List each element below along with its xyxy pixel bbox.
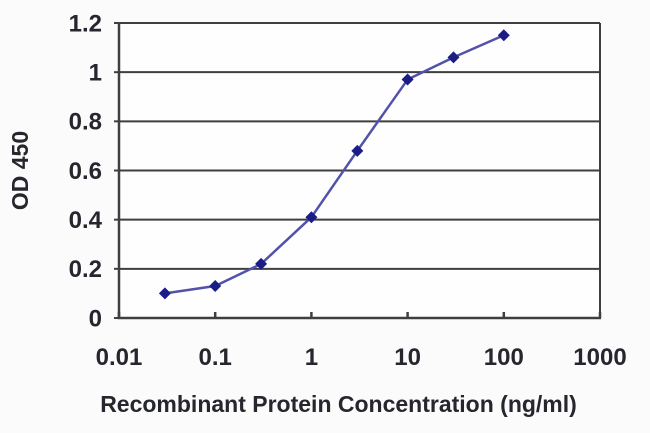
y-tick-label-0: 0 — [89, 305, 102, 332]
y-tick-label-0.4: 0.4 — [69, 207, 103, 234]
x-tick-label-1000: 1000 — [573, 344, 626, 371]
data-line-series-0 — [164, 34, 505, 295]
y-tick-label-1: 1 — [89, 60, 102, 87]
y-axis-title: OD 450 — [7, 131, 33, 210]
data-point-2 — [255, 257, 268, 270]
x-tick-label-0.1: 0.1 — [199, 344, 232, 371]
data-point-0 — [158, 287, 171, 300]
y-tick-label-0.6: 0.6 — [69, 158, 102, 185]
data-point-7 — [497, 29, 510, 42]
data-point-6 — [447, 51, 460, 64]
y-tick-label-1.2: 1.2 — [69, 10, 102, 37]
y-tick-label-0.8: 0.8 — [69, 109, 102, 136]
data-point-1 — [209, 280, 222, 293]
x-tick-label-100: 100 — [484, 344, 524, 371]
data-point-4 — [351, 144, 364, 157]
x-tick-label-10: 10 — [394, 344, 421, 371]
data-point-3 — [305, 211, 318, 224]
x-tick-label-1: 1 — [305, 344, 318, 371]
x-tick-label-0.01: 0.01 — [96, 344, 143, 371]
data-point-5 — [401, 73, 414, 86]
x-axis-title: Recombinant Protein Concentration (ng/ml… — [100, 391, 577, 417]
y-tick-label-0.2: 0.2 — [69, 256, 102, 283]
